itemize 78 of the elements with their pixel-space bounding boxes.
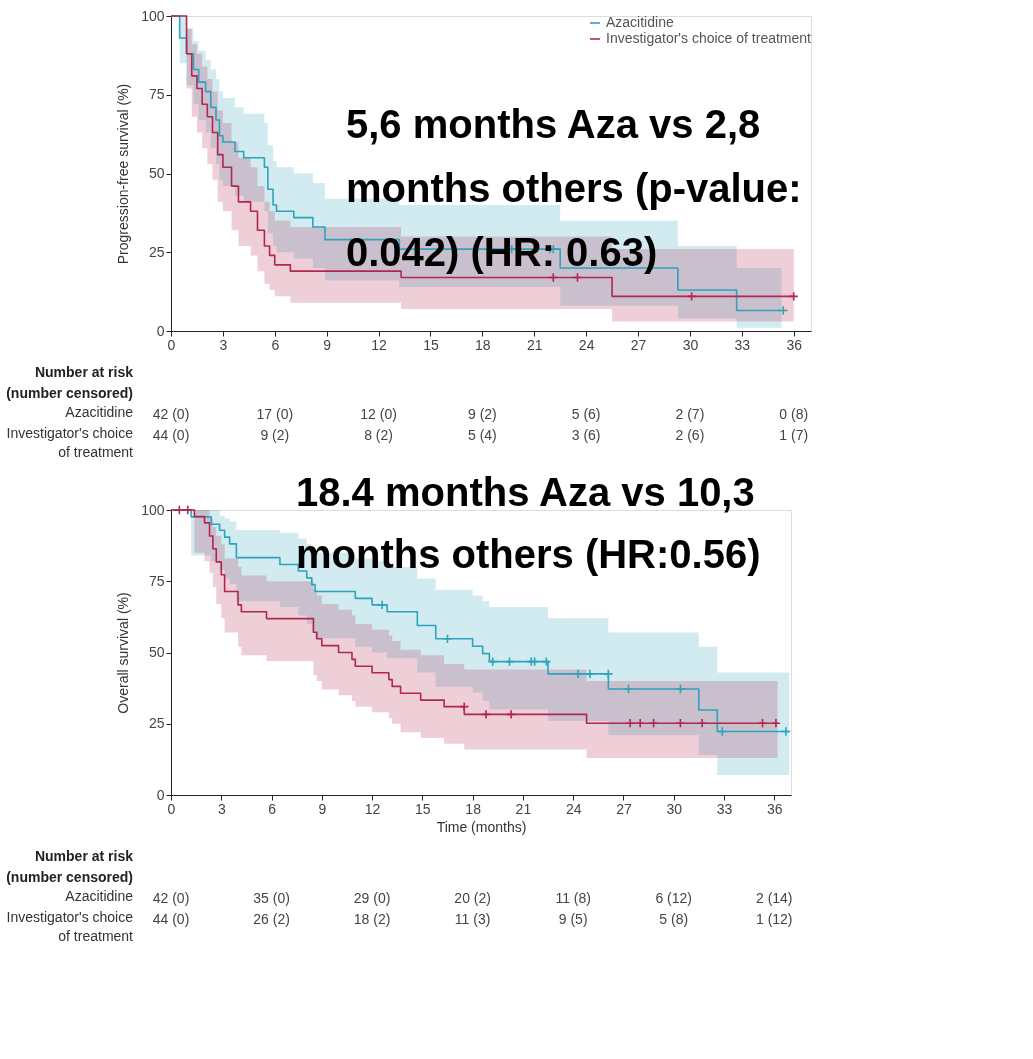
y-tick-label: 50 xyxy=(148,644,165,660)
text: 17 (0) xyxy=(256,406,294,422)
text: 44 (0) xyxy=(152,911,190,927)
y-axis-title: Overall survival (%) xyxy=(115,592,132,714)
y-tick-label: 0 xyxy=(156,786,165,803)
text: 3 (6) xyxy=(571,427,601,443)
text: Number at risk xyxy=(34,848,134,864)
y-tick-label: 0 xyxy=(156,322,165,339)
text: Investigator's choice of treatment xyxy=(6,909,134,944)
text: Number at risk xyxy=(34,364,134,380)
text: 20 (2) xyxy=(454,890,491,906)
annotation: 18.4 months Aza vs 10,3 months others (HR:0.56) xyxy=(296,470,761,576)
x-tick-label: 30 xyxy=(666,800,683,817)
x-tick-label: 21 xyxy=(526,336,543,353)
text: 42 (0) xyxy=(152,890,190,906)
text: 2 (7) xyxy=(675,406,705,422)
x-tick-label: 18 xyxy=(465,800,482,817)
x-tick-label: 6 xyxy=(268,800,277,817)
text: 1 (12) xyxy=(755,911,793,927)
x-tick-label: 0 xyxy=(167,800,176,817)
y-tick-label: 75 xyxy=(148,572,165,589)
x-tick-label: 24 xyxy=(578,336,595,353)
x-tick-label: 30 xyxy=(682,336,699,353)
text: 6 (12) xyxy=(655,890,692,906)
y-tick-label: 100 xyxy=(141,501,165,518)
text: 5 (6) xyxy=(571,406,601,422)
x-tick-label: 12 xyxy=(364,800,381,817)
text: 44 (0) xyxy=(152,427,190,443)
x-tick-label: 21 xyxy=(515,800,532,817)
x-tick-label: 27 xyxy=(630,336,647,353)
y-tick-label: 25 xyxy=(148,715,165,732)
text: 5 (8) xyxy=(659,911,689,927)
x-tick-label: 15 xyxy=(415,800,431,817)
x-tick-label: 27 xyxy=(616,800,632,817)
x-tick-label: 0 xyxy=(167,336,176,353)
y-tick-label: 50 xyxy=(148,165,165,181)
legend-label: Investigator's choice of treatment xyxy=(606,30,812,46)
text: Azacitidine xyxy=(65,888,134,904)
text: (number censored) xyxy=(6,869,133,885)
text: 5 (4) xyxy=(467,427,497,443)
x-axis-title: Time (months) xyxy=(436,818,527,835)
x-tick-label: 3 xyxy=(219,336,228,353)
text: 26 (2) xyxy=(253,911,290,927)
x-tick-label: 36 xyxy=(766,800,783,817)
legend-label: Azacitidine xyxy=(606,14,674,30)
y-axis-title: Progression-free survival (%) xyxy=(115,83,132,265)
x-tick-label: 24 xyxy=(565,800,582,817)
y-tick-label: 75 xyxy=(148,86,165,103)
text: 11 (3) xyxy=(454,911,491,927)
x-tick-label: 15 xyxy=(423,336,439,353)
y-tick-label: 25 xyxy=(148,243,165,260)
text: 2 (6) xyxy=(675,427,705,443)
text: 18 (2) xyxy=(353,911,391,927)
x-tick-label: 9 xyxy=(318,800,327,817)
x-tick-label: 9 xyxy=(323,336,332,353)
text: 42 (0) xyxy=(152,406,190,422)
text: 11 (8) xyxy=(555,890,591,906)
text: 0 (8) xyxy=(779,406,809,422)
x-tick-label: 3 xyxy=(217,800,226,817)
text: 9 (2) xyxy=(467,406,497,422)
text: (number censored) xyxy=(6,385,133,401)
x-tick-label: 6 xyxy=(271,336,280,353)
text: 9 (2) xyxy=(260,427,290,443)
x-tick-label: 33 xyxy=(734,336,751,353)
text: 1 (7) xyxy=(779,427,809,443)
text: 12 (0) xyxy=(360,406,397,422)
x-tick-label: 12 xyxy=(371,336,388,353)
text: 8 (2) xyxy=(364,427,393,443)
text: 2 (14) xyxy=(755,890,793,906)
text: Azacitidine xyxy=(65,404,134,420)
text: 35 (0) xyxy=(253,890,290,906)
x-tick-label: 18 xyxy=(475,336,491,353)
x-tick-label: 36 xyxy=(786,336,803,353)
y-tick-label: 100 xyxy=(141,7,165,24)
text: 9 (5) xyxy=(558,911,588,927)
text: 29 (0) xyxy=(353,890,391,906)
text: Investigator's choice of treatment xyxy=(6,425,134,460)
x-tick-label: 33 xyxy=(716,800,733,817)
